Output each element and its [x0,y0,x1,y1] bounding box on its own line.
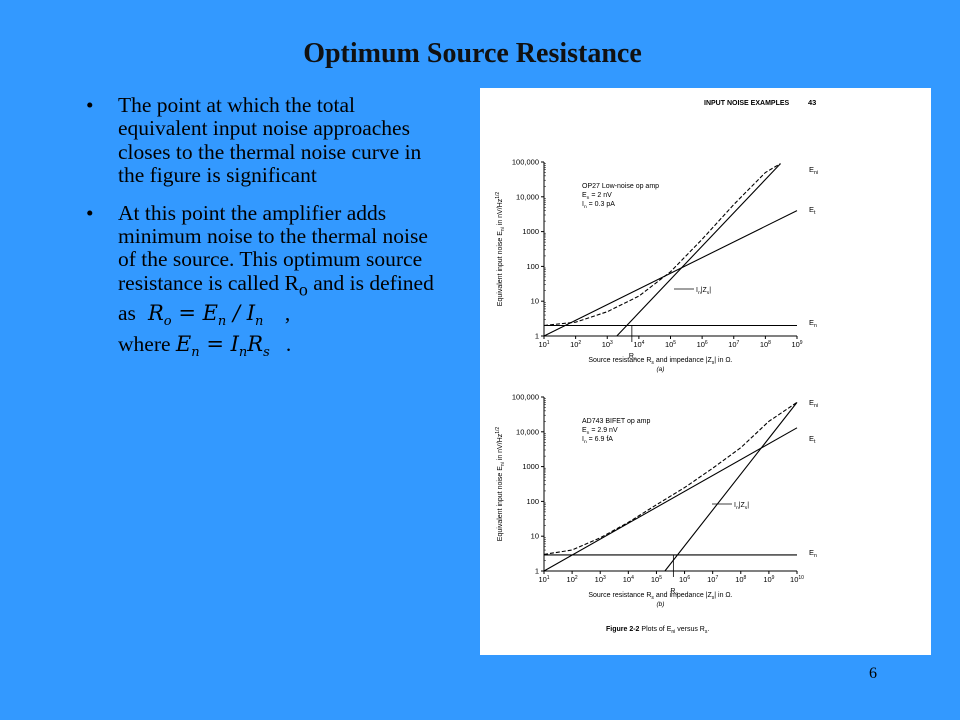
legend-in: In = 0.3 pA [582,201,615,210]
bullet-item-2: • At this point the amplifier adds minim… [86,200,436,365]
curve-label-en: En [809,548,817,559]
y-tick-label: 10,000 [516,427,539,436]
x-tick-label: 103 [595,575,606,584]
series-inzs [664,402,798,572]
figure-page-number: 43 [808,98,816,107]
y-axis-label: Equivalent input noise Eni in nV/Hz1/2 [495,427,506,542]
slide-title: Optimum Source Resistance [303,38,642,69]
y-tick-label: 10 [531,532,539,541]
panel-label: (a) [657,366,665,373]
curve-label-eni: Eni [809,165,818,176]
y-axis-label: Equivalent input noise Eni in nV/Hz1/2 [495,192,506,307]
bullet-dot: • [86,93,94,117]
ro-label: Ro [670,588,678,597]
x-tick-label: 109 [791,340,802,349]
x-tick-label: 102 [567,575,578,584]
y-tick-label: 1 [535,332,539,341]
curve-label-et: Et [809,205,816,216]
x-axis-label: Source resistance Rs and impedance |Zs| … [588,357,732,366]
x-axis-label: Source resistance Rs and impedance |Zs| … [588,592,732,601]
y-tick-label: 100 [526,262,539,271]
curve-label-en: En [809,318,817,329]
series-et [543,427,798,572]
y-tick-label: 1000 [522,462,539,471]
ro-label: Ro [629,353,637,362]
y-tick-label: 100,000 [512,393,539,402]
noise-plot-a: 1 10 100 1000 10,000 100,000 101 102 103 104 105 10… [495,158,818,374]
bullet-text-2-tail: and is defined as [118,270,434,325]
legend-en: En = 2 nV [582,192,612,201]
x-tick-label: 104 [623,575,634,584]
figure-header: INPUT NOISE EXAMPLES [704,100,790,107]
noise-plot-b: 1 10 100 1000 10,000 100,000 101 102 103 104 105 10… [495,393,818,609]
x-tick-label: 106 [679,575,690,584]
curve-label-inzs: In|Zs| [696,287,711,296]
legend-title: OP27 Low-noise op amp [582,183,659,190]
bullet-sub-o: o [298,279,308,300]
x-tick-label: 101 [538,340,549,349]
x-tick-label: 103 [602,340,613,349]
x-tick-label: 108 [735,575,746,584]
figure-svg: INPUT NOISE EXAMPLES 43 1 10 100 1000 10,000… [495,98,818,635]
x-tick-label: 101 [538,575,549,584]
bullet-list: • The point at which the total equivalen… [86,93,436,379]
legend-in: In = 6.9 fA [582,436,613,445]
bullet-dot: • [86,200,94,225]
series-et [543,210,798,337]
figure-caption: Figure 2-2 Plots of Eni versus Rs. [606,626,709,635]
legend-title: AD743 BIFET op amp [582,418,650,425]
x-tick-label: 109 [763,575,774,584]
bullet-text-1: The point at which the total equivalent … [118,93,422,188]
x-tick-label: 1010 [790,575,804,584]
x-tick-label: 107 [728,340,739,349]
y-tick-label: 1000 [522,227,539,236]
x-tick-label: 108 [760,340,771,349]
curve-label-et: Et [809,434,816,445]
curve-label-eni: Eni [809,398,818,409]
x-tick-label: 102 [570,340,581,349]
bullet-text-2: At this point the amplifier adds minimum… [118,200,428,295]
period: . [285,332,292,357]
x-tick-label: 104 [633,340,644,349]
noise-plot-figure: INPUT NOISE EXAMPLES 43 1 10 100 1000 10,000… [480,88,931,655]
comma: , [284,300,291,325]
x-tick-label: 105 [665,340,676,349]
equation-en: En = InRs [175,332,270,361]
bullet-item-1: • The point at which the total equivalen… [86,93,436,188]
y-tick-label: 10,000 [516,192,539,201]
panel-label: (b) [657,601,665,608]
y-tick-label: 10 [531,297,539,306]
y-tick-label: 100,000 [512,158,539,167]
x-tick-label: 105 [651,575,662,584]
where-label: where [118,332,171,357]
equation-ro: Ro = En / In [147,300,264,329]
series-inzs [616,163,781,337]
y-tick-label: 100 [526,497,539,506]
slide-number: 6 [869,665,877,682]
series-eni [543,401,798,555]
x-tick-label: 107 [707,575,718,584]
y-tick-label: 1 [535,567,539,576]
x-tick-label: 106 [697,340,708,349]
curve-label-inzs: In|Zs| [734,502,749,511]
legend-en: En = 2.9 nV [582,427,618,436]
series-eni [543,163,781,327]
